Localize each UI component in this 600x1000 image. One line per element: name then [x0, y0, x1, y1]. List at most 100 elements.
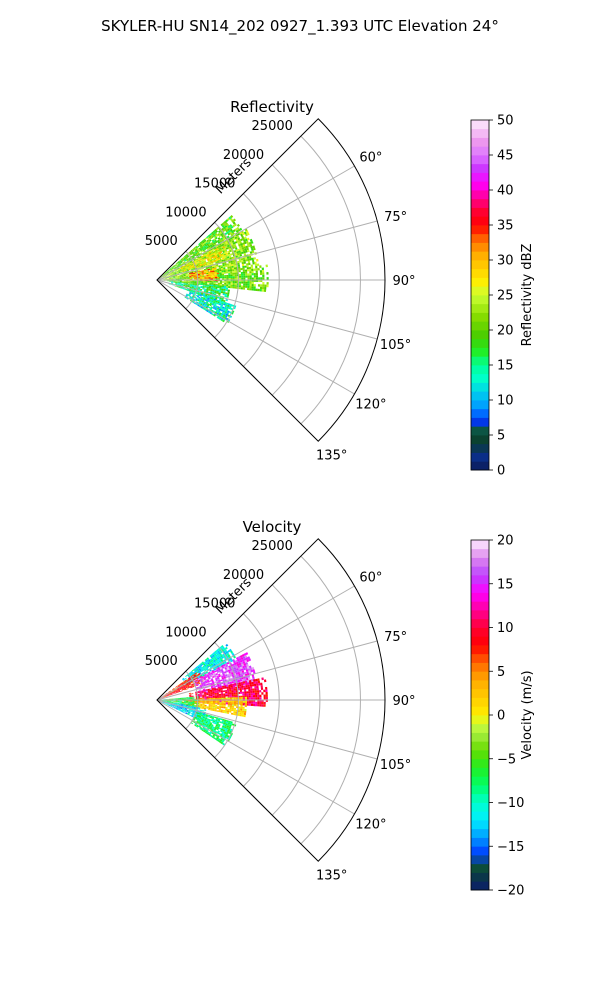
echo-cell	[228, 255, 232, 258]
echo-cell	[240, 681, 244, 685]
echo-cell	[176, 706, 179, 708]
echo-cell	[196, 715, 199, 718]
echo-cell	[218, 234, 222, 238]
echo-cell	[229, 692, 232, 695]
echo-cell	[191, 301, 194, 304]
echo-cell	[168, 693, 170, 695]
echo-cell	[185, 705, 188, 707]
echo-cell	[223, 312, 227, 316]
echo-cell	[207, 259, 210, 262]
echo-cell	[247, 285, 250, 289]
echo-cell	[215, 256, 218, 259]
echo-cell	[245, 657, 249, 660]
echo-cell	[244, 236, 247, 240]
echo-cell	[212, 708, 215, 710]
echo-cell	[230, 238, 234, 242]
echo-cell	[219, 706, 222, 708]
echo-cell	[208, 256, 211, 259]
echo-cell	[246, 703, 249, 706]
echo-cell	[262, 277, 265, 280]
echo-cell	[166, 274, 168, 276]
echo-cell	[174, 706, 177, 708]
echo-cell	[179, 282, 182, 283]
echo-cell	[171, 282, 174, 283]
echo-cell	[230, 272, 233, 275]
echo-cell	[193, 259, 196, 262]
echo-cell	[232, 221, 236, 225]
echo-cell	[223, 301, 227, 305]
echo-cell	[200, 718, 203, 720]
echo-cell	[245, 273, 248, 276]
echo-cell	[184, 270, 187, 272]
echo-cell	[257, 697, 260, 700]
echo-cell	[225, 723, 228, 726]
echo-cell	[223, 697, 226, 700]
echo-cell	[186, 270, 190, 272]
echo-cell	[169, 705, 172, 708]
echo-cell	[159, 276, 162, 278]
echo-cell	[244, 671, 247, 675]
echo-cell	[242, 248, 245, 252]
echo-cell	[207, 266, 211, 269]
echo-cell	[163, 273, 165, 275]
echo-cell	[189, 705, 192, 707]
echo-cell	[217, 311, 220, 314]
echo-cell	[204, 713, 207, 716]
echo-cell	[187, 285, 190, 287]
echo-cell	[181, 276, 184, 278]
echo-cell	[193, 668, 196, 671]
echo-cell	[166, 694, 169, 696]
echo-cell	[215, 697, 218, 700]
echo-cell	[184, 680, 187, 683]
echo-cell	[207, 658, 210, 661]
echo-cell	[211, 674, 215, 677]
echo-cell	[177, 283, 180, 284]
echo-cell	[211, 259, 215, 262]
echo-cell	[216, 710, 219, 712]
echo-cell	[198, 281, 201, 283]
echo-cell	[240, 700, 243, 703]
echo-cell	[176, 285, 179, 287]
echo-cell	[181, 277, 184, 279]
echo-cell	[226, 235, 230, 239]
echo-cell	[175, 282, 178, 283]
echo-cell	[231, 673, 235, 677]
echo-cell	[198, 716, 201, 718]
colorbar-band	[471, 645, 489, 655]
echo-cell	[221, 706, 224, 709]
echo-cell	[194, 283, 197, 285]
echo-cell	[229, 657, 233, 661]
echo-cell	[207, 244, 210, 247]
echo-cell	[201, 256, 204, 259]
echo-region	[178, 246, 228, 272]
echo-cell	[209, 239, 212, 242]
echo-cell	[241, 712, 244, 715]
echo-cell	[225, 258, 228, 261]
colorbar-band	[471, 811, 489, 821]
echo-cell	[227, 246, 231, 249]
range-ring	[214, 222, 239, 338]
colorbar-band	[471, 653, 489, 663]
echo-cell	[255, 703, 258, 707]
echo-cell	[201, 271, 204, 273]
echo-cell	[208, 257, 212, 260]
echo-cell	[185, 675, 188, 677]
echo-cell	[188, 697, 191, 699]
echo-cell	[222, 729, 226, 732]
echo-cell	[171, 691, 174, 693]
echo-cell	[218, 690, 221, 693]
echo-cell	[216, 688, 219, 691]
echo-cell	[250, 266, 254, 269]
echo-cell	[176, 272, 179, 274]
echo-cell	[203, 715, 206, 718]
echo-cell	[212, 302, 215, 305]
echo-cell	[212, 230, 216, 233]
echo-cell	[236, 260, 240, 264]
echo-cell	[208, 238, 211, 241]
echo-cell	[194, 669, 197, 672]
echo-cell	[209, 283, 212, 285]
echo-cell	[202, 665, 205, 669]
echo-cell	[204, 289, 207, 292]
echo-cell	[205, 689, 208, 691]
echo-cell	[228, 731, 232, 735]
